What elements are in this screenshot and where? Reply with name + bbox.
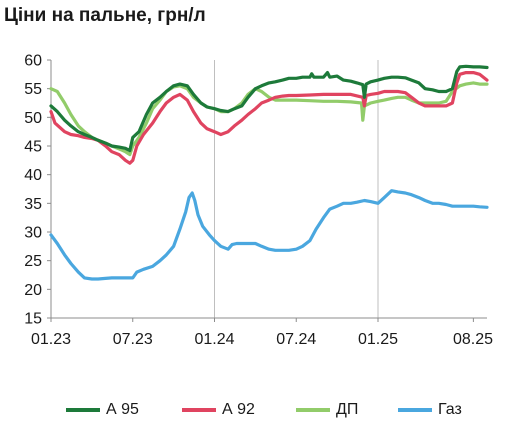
y-tick-label: 40 bbox=[24, 167, 42, 184]
legend-label: А 92 bbox=[222, 401, 255, 418]
series-line-а-92 bbox=[49, 71, 489, 165]
y-tick-label: 60 bbox=[24, 53, 42, 70]
y-tick-label: 45 bbox=[24, 139, 42, 156]
legend-label: Газ bbox=[438, 401, 462, 418]
y-tick-label: 55 bbox=[24, 81, 42, 98]
y-tick-label: 50 bbox=[24, 110, 42, 127]
legend-swatch bbox=[182, 408, 216, 412]
series-line-дп bbox=[49, 81, 489, 157]
y-tick-label: 25 bbox=[24, 253, 42, 270]
series-line-а-95 bbox=[49, 64, 489, 153]
x-tick-label: 01.23 bbox=[31, 331, 71, 348]
x-tick-label: 01.24 bbox=[194, 331, 234, 348]
y-tick-label: 30 bbox=[24, 225, 42, 242]
legend-item: Газ bbox=[398, 395, 462, 425]
x-tick-label: 07.23 bbox=[113, 331, 153, 348]
x-axis-ticks: 01.23 07.23 01.24 07.24 01.25 08.25 bbox=[31, 318, 493, 348]
x-tick-label: 07.24 bbox=[276, 331, 316, 348]
legend: А 95 А 92 ДП Газ bbox=[0, 395, 508, 425]
legend-item: ДП bbox=[296, 395, 358, 425]
series-lines bbox=[49, 64, 489, 281]
chart-title: Ціни на пальне, грн/л bbox=[4, 5, 206, 26]
legend-swatch bbox=[296, 408, 330, 412]
legend-item: А 92 bbox=[182, 395, 255, 425]
gridlines bbox=[214, 60, 379, 318]
x-tick-label: 08.25 bbox=[453, 331, 493, 348]
legend-swatch bbox=[66, 408, 100, 412]
legend-label: ДП bbox=[336, 401, 359, 418]
legend-swatch bbox=[398, 408, 432, 412]
y-axis-ticks: 15 20 25 30 35 40 45 50 55 60 bbox=[24, 53, 51, 328]
legend-label: А 95 bbox=[106, 401, 139, 418]
x-tick-label: 01.25 bbox=[358, 331, 398, 348]
y-tick-label: 20 bbox=[24, 282, 42, 299]
axes bbox=[50, 60, 487, 319]
series-line-газ bbox=[49, 189, 489, 281]
y-tick-label: 15 bbox=[24, 311, 42, 328]
legend-item: А 95 bbox=[66, 395, 139, 425]
y-tick-label: 35 bbox=[24, 196, 42, 213]
